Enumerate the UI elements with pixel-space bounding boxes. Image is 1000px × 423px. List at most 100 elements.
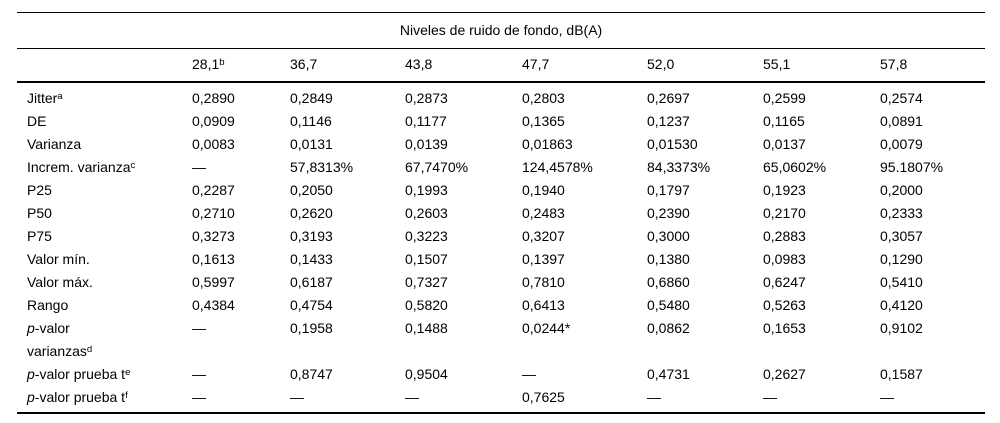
value-cell: 0,3207 <box>522 228 565 244</box>
row-label: DE <box>27 113 47 129</box>
value-cell: 0,2883 <box>763 228 806 244</box>
value-cell: 0,2873 <box>405 90 448 106</box>
table-row: P25 0,2287 0,2050 0,1993 0,1940 0,1797 0,1923 0… <box>17 179 985 202</box>
row-label: p-valor prueba tf <box>17 386 192 414</box>
value-cell: 0,3057 <box>880 228 923 244</box>
table-row: P75 0,3273 0,3193 0,3223 0,3207 0,3000 0,2883 0… <box>17 225 985 248</box>
value-cell: 0,3223 <box>405 228 448 244</box>
row-label: P25 <box>27 182 52 198</box>
value-cell: 0,1993 <box>405 182 448 198</box>
value-cell: 0,0983 <box>763 251 806 267</box>
table-title: Niveles de ruido de fondo, dB(A) <box>17 12 986 49</box>
value-cell: 0,2627 <box>763 366 806 382</box>
background-noise-table: Niveles de ruido de fondo, dB(A) 28,1b 36… <box>17 12 986 414</box>
column-header: 57,8 <box>880 48 986 83</box>
row-label: Varianza <box>27 136 82 152</box>
table-row: Valor mín. 0,1613 0,1433 0,1507 0,1397 0,1380… <box>17 248 985 271</box>
column-header: 36,7 <box>290 48 405 83</box>
value-cell: 57,8313% <box>290 159 354 175</box>
value-cell: 0,0891 <box>880 113 923 129</box>
value-cell: 0,1177 <box>405 113 447 129</box>
footnote-marker: e <box>125 366 131 378</box>
value-cell: 0,0244* <box>522 320 571 336</box>
value-cell: 0,5263 <box>763 297 806 313</box>
footnote-marker: a <box>57 90 63 102</box>
value-cell: 0,5480 <box>647 297 690 313</box>
value-cell: 124,4578% <box>522 159 593 175</box>
value-cell: 0,1488 <box>405 320 448 336</box>
column-header: 43,8 <box>405 48 522 83</box>
table-row: Valor máx. 0,5997 0,6187 0,7327 0,7810 0,6860… <box>17 271 985 294</box>
value-cell: 0,0083 <box>192 136 235 152</box>
value-cell: 0,0862 <box>647 320 690 336</box>
table-row: Jittera 0,2890 0,2849 0,2873 0,2803 0,2697 0,2… <box>17 82 985 110</box>
table-row: p-valor prueba tf — — —0,7625— — — <box>17 386 986 414</box>
row-label: P50 <box>27 205 52 221</box>
column-header: 52,0 <box>647 48 763 83</box>
value-cell: 0,2000 <box>880 182 923 198</box>
column-header: 47,7 <box>522 48 647 83</box>
value-cell: — <box>522 366 536 382</box>
value-cell: 0,0079 <box>880 136 923 152</box>
value-cell: 0,4120 <box>880 297 923 313</box>
value-cell: 0,3273 <box>192 228 235 244</box>
value-cell: 0,1397 <box>522 251 565 267</box>
value-cell: — <box>763 386 880 414</box>
table-row: DE 0,0909 0,1146 0,1177 0,1365 0,1237 0,1165 0,… <box>17 110 985 133</box>
value-cell: 0,3193 <box>290 228 333 244</box>
value-cell: 0,1923 <box>763 182 806 198</box>
value-cell: 0,1146 <box>290 113 332 129</box>
value-cell: 0,1587 <box>880 366 923 382</box>
value-cell: 0,1958 <box>290 320 333 336</box>
value-cell: 0,2890 <box>192 90 235 106</box>
value-cell: 0,3000 <box>647 228 690 244</box>
value-cell: 0,6413 <box>522 297 565 313</box>
value-cell: 0,7625 <box>522 386 647 414</box>
value-cell: 0,2849 <box>290 90 333 106</box>
value-cell: 65,0602% <box>763 159 827 175</box>
value-cell: 84,3373% <box>647 159 711 175</box>
value-cell: 0,0137 <box>763 136 806 152</box>
value-cell: — <box>192 386 290 414</box>
value-cell: 0,5997 <box>192 274 235 290</box>
table-row: Increm. varianzac — 57,8313% 67,7470% 124,45… <box>17 156 985 179</box>
value-cell: 0,01863 <box>522 136 573 152</box>
value-cell: 0,0909 <box>192 113 235 129</box>
table-row: p-valor varianzasd — 0,1958 0,1488 0,0244* 0,0… <box>17 317 985 363</box>
table-title-row: Niveles de ruido de fondo, dB(A) <box>17 12 986 49</box>
value-cell: — <box>192 320 206 336</box>
value-cell: 0,1237 <box>647 113 690 129</box>
row-label: P75 <box>27 228 52 244</box>
value-cell: 0,2287 <box>192 182 235 198</box>
row-label: Valor máx. <box>27 274 93 290</box>
row-label-line2: varianzasd <box>27 343 93 359</box>
value-cell: 0,7810 <box>522 274 565 290</box>
value-cell: 0,2483 <box>522 205 565 221</box>
value-cell: 0,2603 <box>405 205 448 221</box>
footnote-marker: d <box>86 343 93 355</box>
row-label: Valor mín. <box>27 251 90 267</box>
value-cell: 0,01530 <box>647 136 698 152</box>
row-label: Increm. varianzac <box>27 159 136 175</box>
footnote-marker: b <box>219 56 225 68</box>
value-cell: 0,8747 <box>290 366 333 382</box>
value-cell: 0,2050 <box>290 182 333 198</box>
value-cell: — <box>880 386 986 414</box>
value-cell: 0,6860 <box>647 274 690 290</box>
value-cell: 0,6187 <box>290 274 333 290</box>
row-label: p-valor prueba te <box>27 366 131 382</box>
value-cell: 95.1807% <box>880 159 944 175</box>
column-header: 55,1 <box>763 48 880 83</box>
value-cell: 0,4384 <box>192 297 235 313</box>
value-cell: 0,1380 <box>647 251 690 267</box>
footnote-marker: c <box>130 159 136 171</box>
value-cell: — <box>647 386 763 414</box>
value-cell: 0,4731 <box>647 366 690 382</box>
row-label: p-valor varianzasd <box>17 317 192 363</box>
row-label-header <box>17 48 192 83</box>
value-cell: 0,1165 <box>763 113 805 129</box>
value-cell: — <box>192 366 206 382</box>
row-label: Jittera <box>27 90 63 106</box>
value-cell: 0,1290 <box>880 251 923 267</box>
